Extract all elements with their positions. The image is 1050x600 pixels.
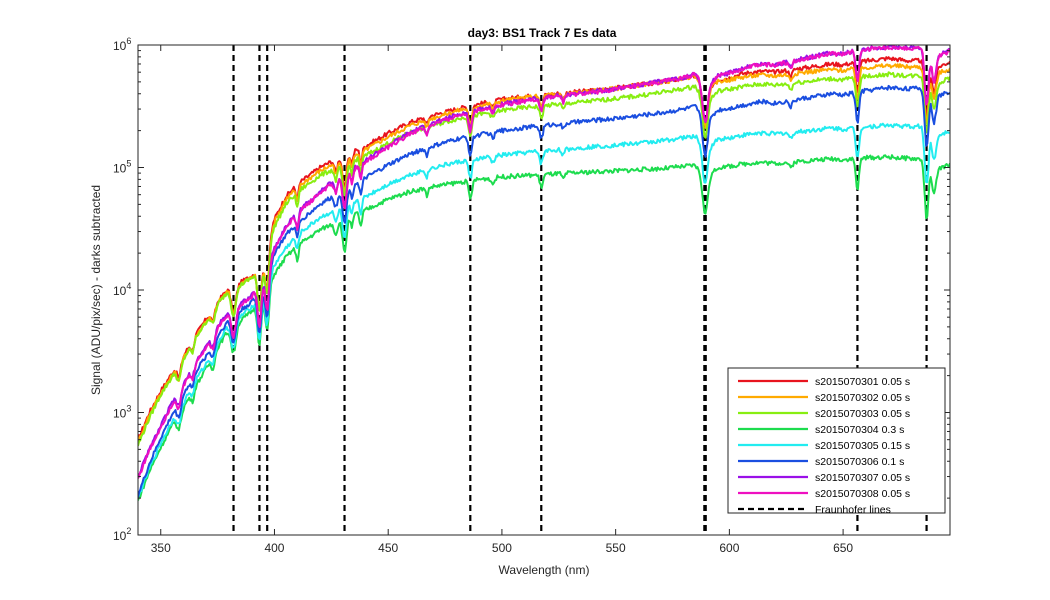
legend-label: s2015070304 0.3 s [815, 424, 904, 436]
series-line [138, 154, 950, 501]
x-tick-label: 450 [378, 541, 398, 555]
legend: s2015070301 0.05 s s2015070302 0.05 s s201… [727, 367, 946, 516]
y-tick-label: 102 [113, 526, 131, 543]
legend-label: s2015070301 0.05 s [815, 376, 910, 388]
x-axis-label: Wavelength (nm) [499, 563, 590, 577]
series-line [138, 45, 950, 479]
y-axis-label: Signal (ADU/pix/sec) - darks subtracted [89, 185, 103, 395]
legend-label: s2015070305 0.15 s [815, 440, 910, 452]
fraunhofer-lines [232, 45, 928, 535]
x-tick-label: 600 [719, 541, 739, 555]
y-tick-label: 106 [113, 36, 131, 53]
x-tick-label: 350 [151, 541, 171, 555]
y-tick-label: 105 [113, 159, 131, 176]
y-tick-label: 103 [113, 404, 131, 421]
chart-title: day3: BS1 Track 7 Es data [468, 26, 617, 40]
legend-label: s2015070303 0.05 s [815, 408, 910, 420]
x-axis: 350 400 450 500 550 600 650 [151, 45, 853, 555]
legend-label: s2015070306 0.1 s [815, 456, 904, 468]
x-tick-label: 500 [492, 541, 512, 555]
series-line [138, 71, 950, 447]
y-tick-label: 104 [113, 281, 131, 298]
x-tick-label: 400 [264, 541, 284, 555]
y-axis: 102 103 104 105 106 [113, 36, 950, 543]
legend-box [727, 367, 946, 514]
legend-label: s2015070302 0.05 s [815, 392, 910, 404]
legend-label: Fraunhofer lines [815, 504, 891, 516]
plot-area: 350 400 450 500 550 600 650 102 103 104 105 106 [113, 36, 951, 555]
x-tick-label: 550 [606, 541, 626, 555]
x-tick-label: 650 [833, 541, 853, 555]
series-line [138, 122, 950, 498]
legend-label: s2015070307 0.05 s [815, 472, 910, 484]
series-lines [138, 45, 950, 501]
legend-label: s2015070308 0.05 s [815, 488, 910, 500]
